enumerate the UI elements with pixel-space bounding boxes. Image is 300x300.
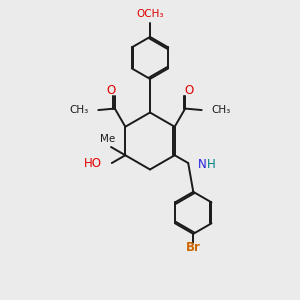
Text: H: H (206, 158, 215, 171)
Text: OCH₃: OCH₃ (136, 9, 164, 19)
Text: HO: HO (84, 157, 102, 169)
Text: Br: Br (186, 241, 201, 254)
Text: CH₃: CH₃ (211, 105, 230, 115)
Text: O: O (106, 84, 116, 97)
Text: Me: Me (100, 134, 116, 144)
Text: CH₃: CH₃ (70, 105, 89, 115)
Text: N: N (198, 158, 206, 171)
Text: O: O (184, 84, 194, 97)
